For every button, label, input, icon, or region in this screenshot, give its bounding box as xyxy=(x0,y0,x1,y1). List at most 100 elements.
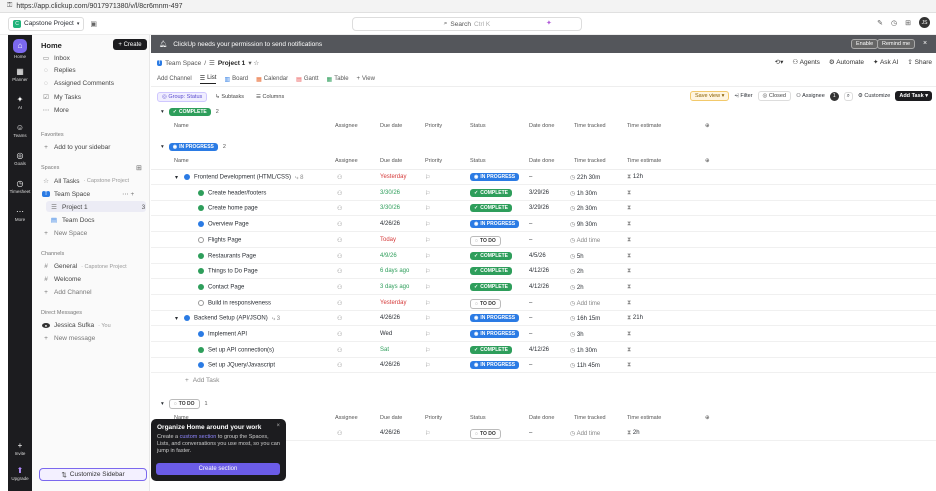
task-name[interactable]: Backend Setup (API/JSON) ⤷ 3 xyxy=(184,315,280,323)
sidebar-item-replies[interactable]: ◌ Replies xyxy=(42,67,76,74)
customize-button[interactable]: ⚙ Customize xyxy=(857,93,891,99)
tab-board[interactable]: ▥ Board xyxy=(224,76,248,83)
time-tracked[interactable]: ◷ 3h xyxy=(570,331,584,338)
flag-icon[interactable]: ⚐ xyxy=(425,363,431,370)
time-estimate[interactable]: ⧗ xyxy=(627,268,631,275)
time-estimate[interactable]: ⧗ 2h xyxy=(627,430,640,437)
close-icon[interactable]: × xyxy=(276,423,280,429)
due-date[interactable]: Today xyxy=(380,236,397,243)
add-task-row[interactable]: + Add Task xyxy=(185,377,219,384)
assignee-icon[interactable]: ⚇ xyxy=(337,347,343,354)
time-tracked[interactable]: ◷ 16h 15m xyxy=(570,315,600,322)
status-dot[interactable] xyxy=(198,362,204,369)
status-badge[interactable]: ◉ IN PROGRESS xyxy=(470,173,520,181)
tab-list[interactable]: ☰ List xyxy=(199,75,217,84)
search-icon[interactable]: ⌕ xyxy=(843,91,853,101)
col-tracked[interactable]: Time tracked xyxy=(574,415,606,421)
assignee-icon[interactable]: ⚇ xyxy=(337,431,343,437)
time-estimate[interactable]: ⧗ xyxy=(627,237,631,244)
col-name[interactable]: Name xyxy=(174,158,189,164)
status-badge[interactable]: ✓ COMPLETE xyxy=(470,188,512,197)
flag-icon[interactable]: ⚐ xyxy=(425,316,431,323)
col-priority[interactable]: Priority xyxy=(425,123,443,129)
assignee-icon[interactable]: ⚇ xyxy=(337,332,343,338)
agents-button[interactable]: ⚇ Agents xyxy=(792,59,820,66)
assignee-icon[interactable]: ⚇ xyxy=(337,269,343,276)
col-tracked[interactable]: Time tracked xyxy=(574,158,606,164)
chevron-down-icon[interactable]: ▾ xyxy=(161,144,164,150)
task-name[interactable]: Set up API connection(s) xyxy=(198,346,274,353)
status-dot[interactable] xyxy=(198,299,204,306)
clock-icon[interactable]: ◷ xyxy=(891,19,898,27)
time-tracked[interactable]: ◷ 11h 45m xyxy=(570,362,600,369)
col-status[interactable]: Status xyxy=(470,415,486,421)
table-row[interactable]: Flights Page ⚇ Today ⚐ ◌ TO DO – ◷ Add time ⧗ xyxy=(151,233,936,248)
status-dot[interactable] xyxy=(198,236,204,243)
assignee-icon[interactable]: ⚇ xyxy=(337,284,343,291)
time-estimate[interactable]: ⧗ xyxy=(627,253,631,260)
task-name[interactable]: Restaurants Page xyxy=(198,252,256,259)
new-message[interactable]: + New message xyxy=(42,335,95,342)
group-status-chip[interactable]: ◎ Group: Status xyxy=(157,92,208,102)
task-name[interactable]: Build in responsiveness xyxy=(198,299,271,306)
time-tracked[interactable]: ◷ 1h 30m xyxy=(570,347,597,354)
task-name[interactable]: Overview Page xyxy=(198,221,249,228)
table-row[interactable]: ▾ Backend Setup (API/JSON) ⤷ 3 ⚇ 4/26/26 ⚐ ◉ I… xyxy=(151,311,936,327)
col-assignee[interactable]: Assignee xyxy=(335,158,358,164)
rail-timesheet[interactable]: ◷ Timesheet xyxy=(8,179,32,194)
more-icon[interactable]: ⋯ + xyxy=(122,191,135,198)
table-row[interactable]: ▾ Frontend Development (HTML/CSS) ⤷ 8 ⚇ Yest… xyxy=(151,170,936,185)
status-badge[interactable]: ◌ TO DO xyxy=(470,235,501,246)
time-estimate[interactable]: ⧗ xyxy=(627,300,631,307)
col-done[interactable]: Date done xyxy=(529,415,555,421)
table-row[interactable]: Create home page ⚇ 3/30/26 ⚐ ✓ COMPLETE 3/29/… xyxy=(151,201,936,217)
rail-goals[interactable]: ◎ Goals xyxy=(8,151,32,166)
task-name[interactable]: Create header/footers xyxy=(198,189,266,196)
create-section-button[interactable]: Create section xyxy=(156,463,280,475)
col-estimate[interactable]: Time estimate xyxy=(627,123,662,129)
status-dot[interactable] xyxy=(184,174,190,180)
task-name[interactable]: Create home page xyxy=(198,205,258,212)
table-row[interactable]: Create header/footers ⚇ 3/30/26 ⚐ ✓ COMPLETE… xyxy=(151,186,936,201)
sidebar-item-assigned[interactable]: ◌ Assigned Comments xyxy=(42,80,114,87)
custom-section-link[interactable]: custom section xyxy=(179,434,217,440)
calendar-icon[interactable]: ▣ xyxy=(90,20,98,28)
status-dot[interactable] xyxy=(198,252,204,259)
task-name[interactable]: Things to Do Page xyxy=(198,268,258,275)
notepad-icon[interactable]: ✎ xyxy=(877,19,884,27)
time-estimate[interactable]: ⧗ xyxy=(627,205,631,212)
status-dot[interactable] xyxy=(198,205,204,212)
chevron-down-icon[interactable]: ▾ xyxy=(175,175,179,181)
dm-user[interactable]: ● Jessica Sufka · You xyxy=(42,322,111,329)
add-column-icon[interactable]: ⊕ xyxy=(705,123,710,129)
status-badge[interactable]: ◌ TO DO xyxy=(470,429,501,439)
group-complete-header[interactable]: ▾ ✓ COMPLETE 2 xyxy=(161,108,219,116)
col-tracked[interactable]: Time tracked xyxy=(574,123,606,129)
close-icon[interactable]: × xyxy=(923,40,928,47)
col-priority[interactable]: Priority xyxy=(425,158,443,164)
add-column-icon[interactable]: ⊕ xyxy=(705,158,710,164)
rail-home[interactable]: ⌂ Home xyxy=(8,39,32,59)
flag-icon[interactable]: ⚐ xyxy=(425,347,431,354)
status-badge[interactable]: ◉ IN PROGRESS xyxy=(470,361,520,370)
ai-icon[interactable]: ✦ xyxy=(546,20,552,27)
assignee-count[interactable]: 1 xyxy=(829,91,839,101)
task-name[interactable]: Flights Page xyxy=(198,236,241,243)
table-row[interactable]: Implement API ⚇ Wed ⚐ ◉ IN PROGRESS – ◷ 3h ⧗ xyxy=(151,327,936,342)
closed-chip[interactable]: ◎ Closed xyxy=(757,91,791,101)
status-badge[interactable]: ✓ COMPLETE xyxy=(470,204,512,213)
status-dot[interactable] xyxy=(198,189,204,196)
enable-button[interactable]: Enable xyxy=(851,39,879,49)
status-badge[interactable]: ✓ COMPLETE xyxy=(470,267,512,276)
task-name[interactable]: Frontend Development (HTML/CSS) ⤷ 8 xyxy=(184,174,303,182)
flag-icon[interactable]: ⚐ xyxy=(425,206,431,213)
due-date[interactable]: 4/26/26 xyxy=(380,221,401,228)
time-estimate[interactable]: ⧗ xyxy=(627,347,631,354)
new-space[interactable]: + New Space xyxy=(42,230,87,237)
status-dot[interactable] xyxy=(198,268,204,275)
breadcrumb-space[interactable]: Team Space xyxy=(165,59,202,67)
sidebar-item-teamdocs[interactable]: ▤ Team Docs xyxy=(50,216,95,225)
assignee-icon[interactable]: ⚇ xyxy=(337,253,343,260)
table-row[interactable]: Restaurants Page ⚇ 4/9/26 ⚐ ✓ COMPLETE 4/5/26… xyxy=(151,249,936,264)
automate-button[interactable]: ⚙ Automate xyxy=(828,59,865,66)
